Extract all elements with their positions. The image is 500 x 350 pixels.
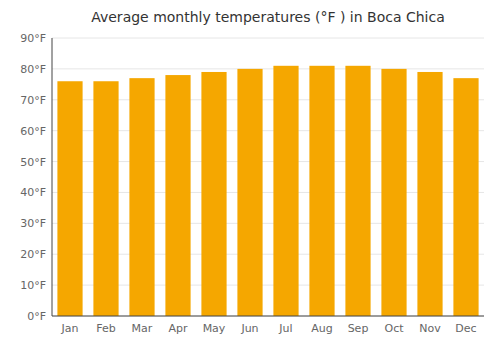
x-tick-label: Jun [240,322,258,335]
y-tick-label: 40°F [20,186,46,199]
x-tick-label: Feb [96,322,115,335]
bar [129,78,154,316]
x-tick-label: Nov [419,322,441,335]
bar [345,66,370,316]
x-tick-label: Sep [348,322,369,335]
x-tick-label: Jan [61,322,79,335]
bar [381,69,406,316]
grid [52,38,484,316]
y-axis-line [52,38,53,316]
y-tick-label: 80°F [20,63,46,76]
x-tick-label: Aug [311,322,332,335]
bars [57,66,478,316]
bar [453,78,478,316]
bar [165,75,190,316]
grid-line [52,38,484,39]
bar [273,66,298,316]
bar [93,81,118,316]
y-tick-labels: 0°F 10°F 20°F 30°F 40°F 50°F 60°F 70°F 80°F 90°F [20,32,46,323]
grid-line [52,316,484,317]
y-tick-label: 20°F [20,248,46,261]
page: {"chart_data": {"type": "bar", "title": … [0,0,500,350]
x-tick-label: Jul [278,322,292,335]
x-tick-label: May [203,322,226,335]
bar [237,69,262,316]
chart-container: 0°F 10°F 20°F 30°F 40°F 50°F 60°F 70°F 80°F 90°F J… [0,0,500,350]
bar [201,72,226,316]
x-tick-label: Oct [384,322,404,335]
x-tick-label: Apr [168,322,188,335]
chart-svg: 0°F 10°F 20°F 30°F 40°F 50°F 60°F 70°F 80°F 90°F J… [0,0,500,350]
y-tick-label: 30°F [20,217,46,230]
x-tick-label: Dec [455,322,476,335]
grid-line [52,68,484,69]
bar [417,72,442,316]
y-tick-label: 0°F [27,310,46,323]
chart-title: Average monthly temperatures (°F ) in Bo… [91,9,445,25]
y-tick-label: 10°F [20,279,46,292]
x-axis-line [52,316,484,317]
x-tick-label: Mar [132,322,153,335]
bar [309,66,334,316]
y-tick-label: 90°F [20,32,46,45]
bar [57,81,82,316]
x-tick-labels: Jan Feb Mar Apr May Jun Jul Aug Sep Oct Nov Dec [61,322,477,335]
y-tick-label: 60°F [20,125,46,138]
y-tick-label: 50°F [20,156,46,169]
y-tick-label: 70°F [20,94,46,107]
